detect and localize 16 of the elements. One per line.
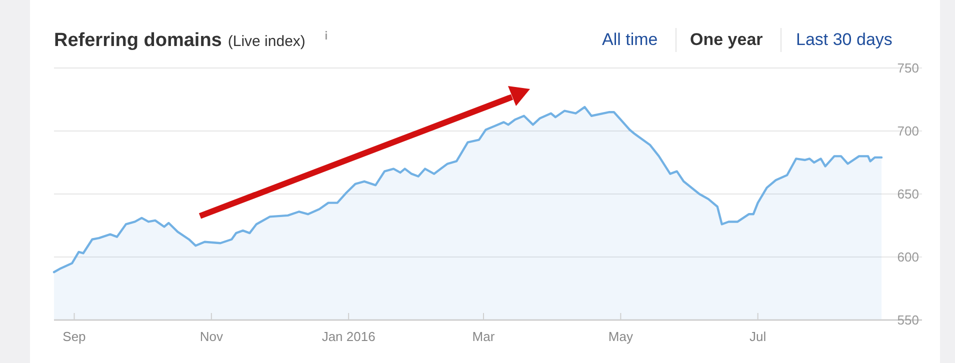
y-tick-label: 550 — [897, 312, 919, 328]
text: Last 30 days — [796, 30, 892, 49]
chart-subtitle: (Live index) — [228, 33, 306, 50]
y-tick-label: 650 — [897, 186, 919, 202]
y-tick-label: 750 — [897, 60, 919, 76]
x-tick-label: Nov — [200, 329, 224, 344]
text: One year — [690, 30, 764, 49]
y-tick-label: 600 — [897, 250, 919, 265]
x-tick-label: Mar — [472, 329, 496, 344]
y-tick-label: 700 — [897, 124, 919, 139]
x-tick-label: May — [608, 329, 634, 344]
text: All time — [602, 30, 658, 49]
x-tick-label: Jan 2016 — [322, 329, 376, 344]
x-tick-label: Sep — [62, 329, 86, 344]
chart-title: Referring domains — [54, 30, 222, 51]
x-tick-label: Jul — [750, 329, 766, 344]
